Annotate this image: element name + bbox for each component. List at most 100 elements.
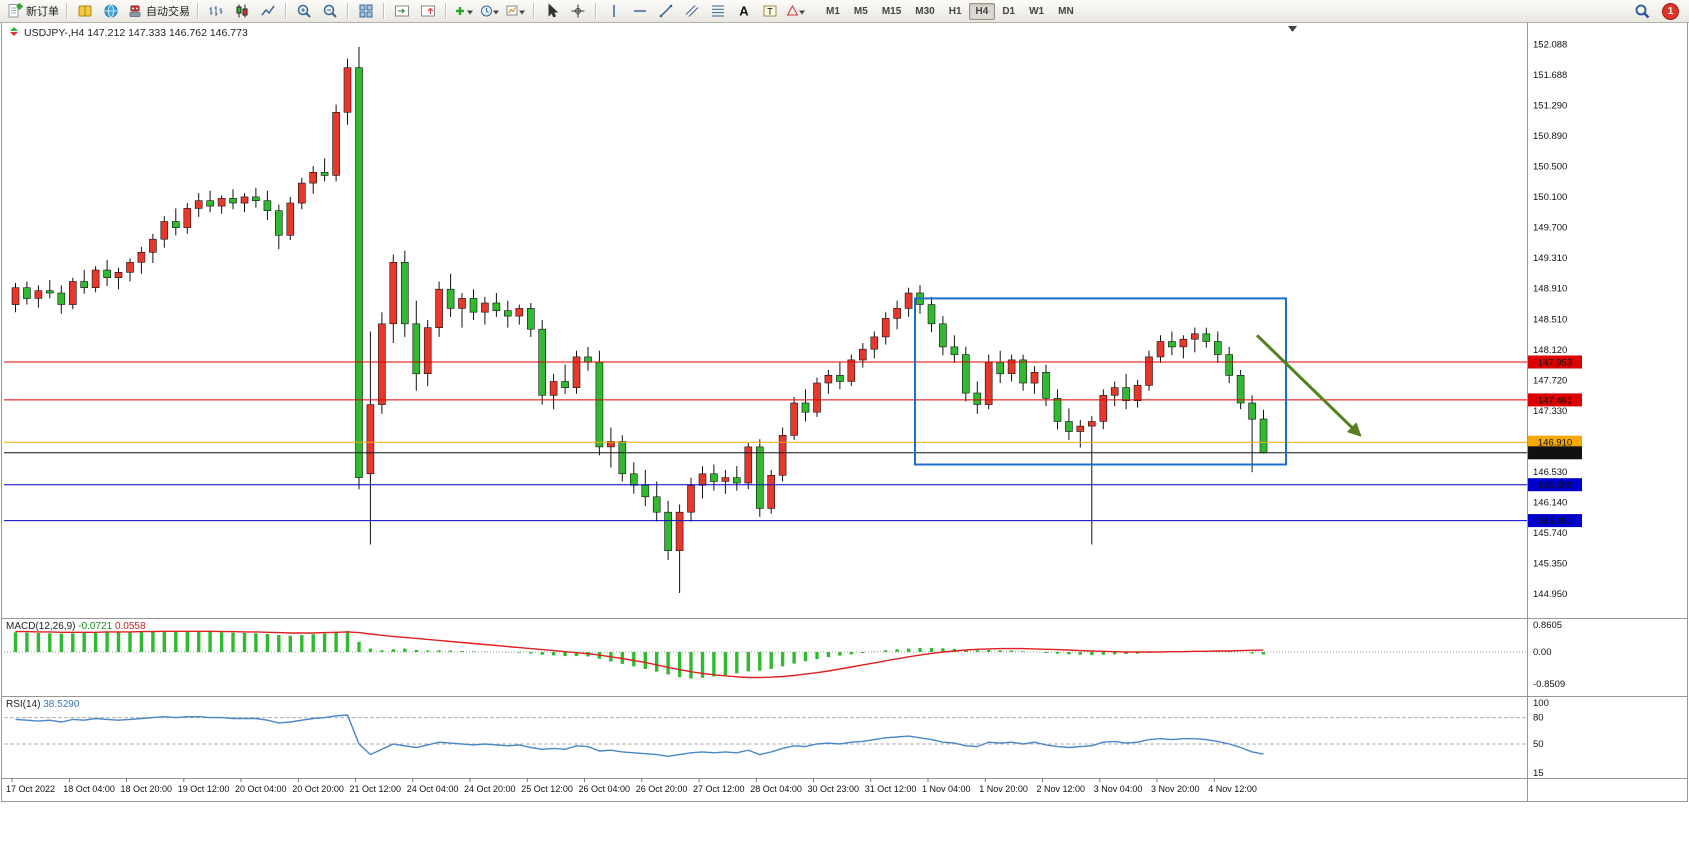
toolbar-separator <box>347 3 349 19</box>
crosshair-button[interactable] <box>565 1 591 22</box>
one-click-trading-icon[interactable] <box>8 25 20 40</box>
auto-trading-button-label: 自动交易 <box>146 6 190 18</box>
svg-text:26 Oct 04:00: 26 Oct 04:00 <box>579 784 631 794</box>
chart-title-text: USDJPY-,H4 147.212 147.333 146.762 146.7… <box>24 26 248 39</box>
level-line-146.773[interactable]: 146.773 <box>4 446 1582 460</box>
svg-text:1 Nov 20:00: 1 Nov 20:00 <box>979 784 1028 794</box>
svg-text:24 Oct 04:00: 24 Oct 04:00 <box>407 784 459 794</box>
new-order-button[interactable]: 新订单 <box>4 1 62 22</box>
svg-text:145.350: 145.350 <box>1533 559 1567 570</box>
rsi-label: RSI(14) 38.5290 <box>6 699 79 710</box>
zoom-in-button[interactable] <box>291 1 317 22</box>
timeframe-h1-button[interactable]: H1 <box>948 5 962 17</box>
chart-shift-icon <box>421 5 435 17</box>
macd-indicator: 0.8605 0.00 -0.8509 <box>4 620 1565 690</box>
level-line-145.891[interactable]: 145.891 <box>4 514 1582 528</box>
globe-icon <box>104 4 118 18</box>
text-button[interactable]: A <box>731 1 757 22</box>
search-button[interactable] <box>1629 1 1655 22</box>
tile-icon <box>359 4 373 18</box>
auto-scroll-button[interactable] <box>389 1 415 22</box>
chart-shift-button[interactable] <box>415 1 441 22</box>
bar-chart-button[interactable] <box>203 1 229 22</box>
chart-shift-marker[interactable] <box>1288 26 1297 32</box>
channel-icon <box>685 5 699 17</box>
text-a-icon: A <box>739 4 749 19</box>
level-line-147.461[interactable]: 147.461 <box>4 393 1582 407</box>
bars-icon <box>209 6 223 16</box>
macd-main-value: -0.0721 <box>78 621 113 632</box>
svg-text:3 Nov 20:00: 3 Nov 20:00 <box>1151 784 1200 794</box>
timeframe-m5-button[interactable]: M5 <box>853 5 868 17</box>
market-watch-button[interactable] <box>98 1 124 22</box>
fibo-icon <box>712 5 724 17</box>
timeframe-m15-button[interactable]: M15 <box>881 5 902 17</box>
notification-badge[interactable]: 1 <box>1662 2 1679 20</box>
auto-trading-button[interactable]: 自动交易 <box>124 1 193 22</box>
periods-icon <box>481 5 499 17</box>
channel-button[interactable] <box>679 1 705 22</box>
zoom-out-button[interactable] <box>317 1 343 22</box>
periods-button[interactable] <box>477 1 503 22</box>
cursor-button[interactable] <box>539 1 565 22</box>
tile-windows-button[interactable] <box>353 1 379 22</box>
indicators-icon <box>455 7 473 15</box>
toolbar-separator <box>533 3 535 19</box>
crosshair-icon <box>571 4 585 18</box>
line-chart-button[interactable] <box>255 1 281 22</box>
timeframe-h4-button[interactable]: H4 <box>968 2 996 20</box>
one-click-trading-glyph <box>10 27 18 36</box>
level-line-146.358[interactable]: 146.358 <box>4 478 1582 492</box>
svg-text:4 Nov 12:00: 4 Nov 12:00 <box>1208 784 1257 794</box>
level-line-147.953[interactable]: 147.953 <box>4 355 1582 369</box>
svg-text:30 Oct 23:00: 30 Oct 23:00 <box>808 784 860 794</box>
fibonacci-button[interactable] <box>705 1 731 22</box>
indicators-button[interactable] <box>451 1 477 22</box>
toolbar-right-group: 1 <box>1629 1 1679 22</box>
svg-text:2 Nov 12:00: 2 Nov 12:00 <box>1037 784 1086 794</box>
trendline-button[interactable] <box>653 1 679 22</box>
svg-text:148.910: 148.910 <box>1533 284 1567 295</box>
rectangle-annotation[interactable] <box>914 297 1287 466</box>
horizontal-line-button[interactable] <box>627 1 653 22</box>
svg-text:146.358: 146.358 <box>1538 480 1572 491</box>
svg-text:147.330: 147.330 <box>1533 406 1567 417</box>
toolbar-separator <box>285 3 287 19</box>
hline-icon <box>634 10 646 12</box>
templates-button[interactable] <box>503 1 529 22</box>
candlestick-chart-button[interactable] <box>229 1 255 22</box>
charts-panel-button[interactable] <box>72 1 98 22</box>
window-frame <box>1 22 1688 802</box>
svg-text:149.700: 149.700 <box>1533 223 1567 234</box>
new-order-button-label: 新订单 <box>26 6 59 18</box>
svg-text:145.740: 145.740 <box>1533 528 1567 539</box>
svg-text:20 Oct 20:00: 20 Oct 20:00 <box>292 784 344 794</box>
macd-name-text: MACD(12,26,9) <box>6 621 76 632</box>
arrows-button[interactable] <box>783 1 809 22</box>
timeframe-w1-button[interactable]: W1 <box>1029 5 1045 17</box>
svg-text:150.100: 150.100 <box>1533 192 1567 203</box>
svg-text:147.720: 147.720 <box>1533 375 1567 386</box>
arrow-annotation[interactable] <box>1255 334 1362 437</box>
svg-text:18 Oct 04:00: 18 Oct 04:00 <box>63 784 115 794</box>
time-axis[interactable]: 17 Oct 2022 18 Oct 04:00 18 Oct 20:00 19 Oc… <box>6 778 1257 794</box>
rsi-indicator: 100 80 50 15 <box>4 698 1549 779</box>
timeframe-mn-button[interactable]: MN <box>1058 5 1074 17</box>
svg-text:150.890: 150.890 <box>1533 131 1567 142</box>
price-axis[interactable]: 152.088 151.688 151.290 150.890 150.500 150.1… <box>1533 40 1567 601</box>
line-icon <box>261 5 275 16</box>
zoom-out-icon <box>323 4 337 18</box>
toolbar-separator <box>383 3 385 19</box>
svg-text:0.00: 0.00 <box>1533 647 1552 658</box>
text-label-button[interactable]: T <box>757 1 783 22</box>
level-line-146.910[interactable]: 146.910 <box>4 435 1582 449</box>
candles-icon <box>236 4 248 18</box>
timeframe-d1-button[interactable]: D1 <box>1002 5 1016 17</box>
timeframe-m30-button[interactable]: M30 <box>915 5 935 17</box>
timeframe-m1-button[interactable]: M1 <box>826 5 840 17</box>
svg-text:152.088: 152.088 <box>1533 40 1567 51</box>
toolbar-left-group: 新订单 自动交易 A T <box>4 1 809 22</box>
book-icon <box>78 5 92 17</box>
vertical-line-button[interactable] <box>601 1 627 22</box>
